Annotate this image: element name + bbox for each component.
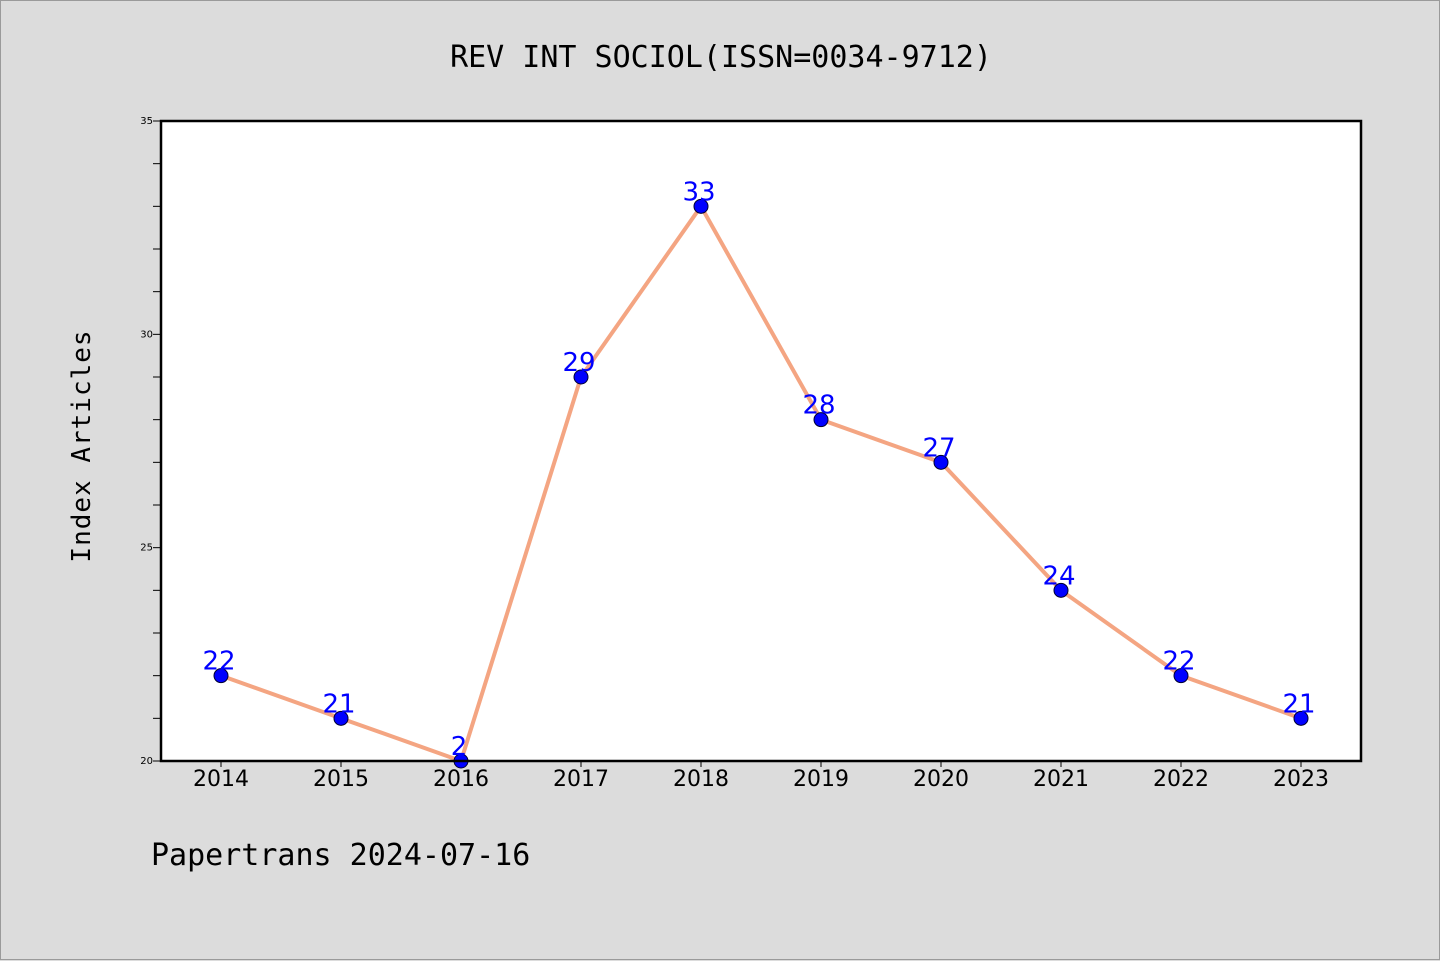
data-point	[1173, 668, 1189, 684]
data-label: 29	[562, 348, 595, 378]
y-tick-label: 30	[140, 329, 153, 340]
y-tick-label: 35	[140, 116, 153, 127]
x-tick-label: 2018	[673, 767, 729, 792]
data-label: 28	[802, 391, 835, 421]
series-line	[220, 204, 1302, 763]
data-point	[1053, 582, 1069, 598]
x-tick-label: 2022	[1153, 767, 1209, 792]
data-label: 24	[1042, 561, 1075, 591]
x-tick-label: 2021	[1033, 767, 1089, 792]
data-point	[933, 454, 949, 470]
data-label: 21	[1282, 689, 1315, 719]
data-point	[573, 369, 589, 385]
data-label: 27	[922, 433, 955, 463]
data-point	[1293, 710, 1309, 726]
chart-title: REV INT SOCIOL(ISSN=0034-9712)	[450, 40, 992, 75]
x-axis-ticks: 2014 2015 2016 2017 2018 2019 2020 2021 2022 2023	[193, 761, 1329, 792]
x-tick-label: 2015	[313, 767, 369, 792]
x-tick-label: 2016	[433, 767, 489, 792]
y-tick-label: 20	[140, 756, 153, 767]
data-label: 22	[202, 647, 235, 677]
series-line-group	[220, 204, 1302, 763]
y-axis-ticks: 20 25 30 35	[140, 116, 161, 767]
data-point	[213, 668, 229, 684]
data-labels: 22 21 2 29 33 28 27 24 22 21	[202, 177, 1315, 762]
x-tick-label: 2019	[793, 767, 849, 792]
x-tick-label: 2020	[913, 767, 969, 792]
data-point	[813, 412, 829, 428]
x-tick-label: 2023	[1273, 767, 1329, 792]
data-label: 22	[1162, 647, 1195, 677]
y-tick-label: 25	[140, 543, 153, 554]
x-tick-label: 2017	[553, 767, 609, 792]
data-label: 33	[682, 177, 715, 207]
plot-border	[159, 119, 1363, 763]
data-point	[693, 198, 709, 214]
data-label: 21	[322, 689, 355, 719]
y-axis-label: Index Articles	[67, 329, 97, 562]
data-point	[333, 710, 349, 726]
x-tick-label: 2014	[193, 767, 249, 792]
plot-area	[161, 121, 1361, 761]
footer-credit: Papertrans 2024-07-16	[151, 838, 530, 873]
data-label: 2	[451, 732, 468, 762]
